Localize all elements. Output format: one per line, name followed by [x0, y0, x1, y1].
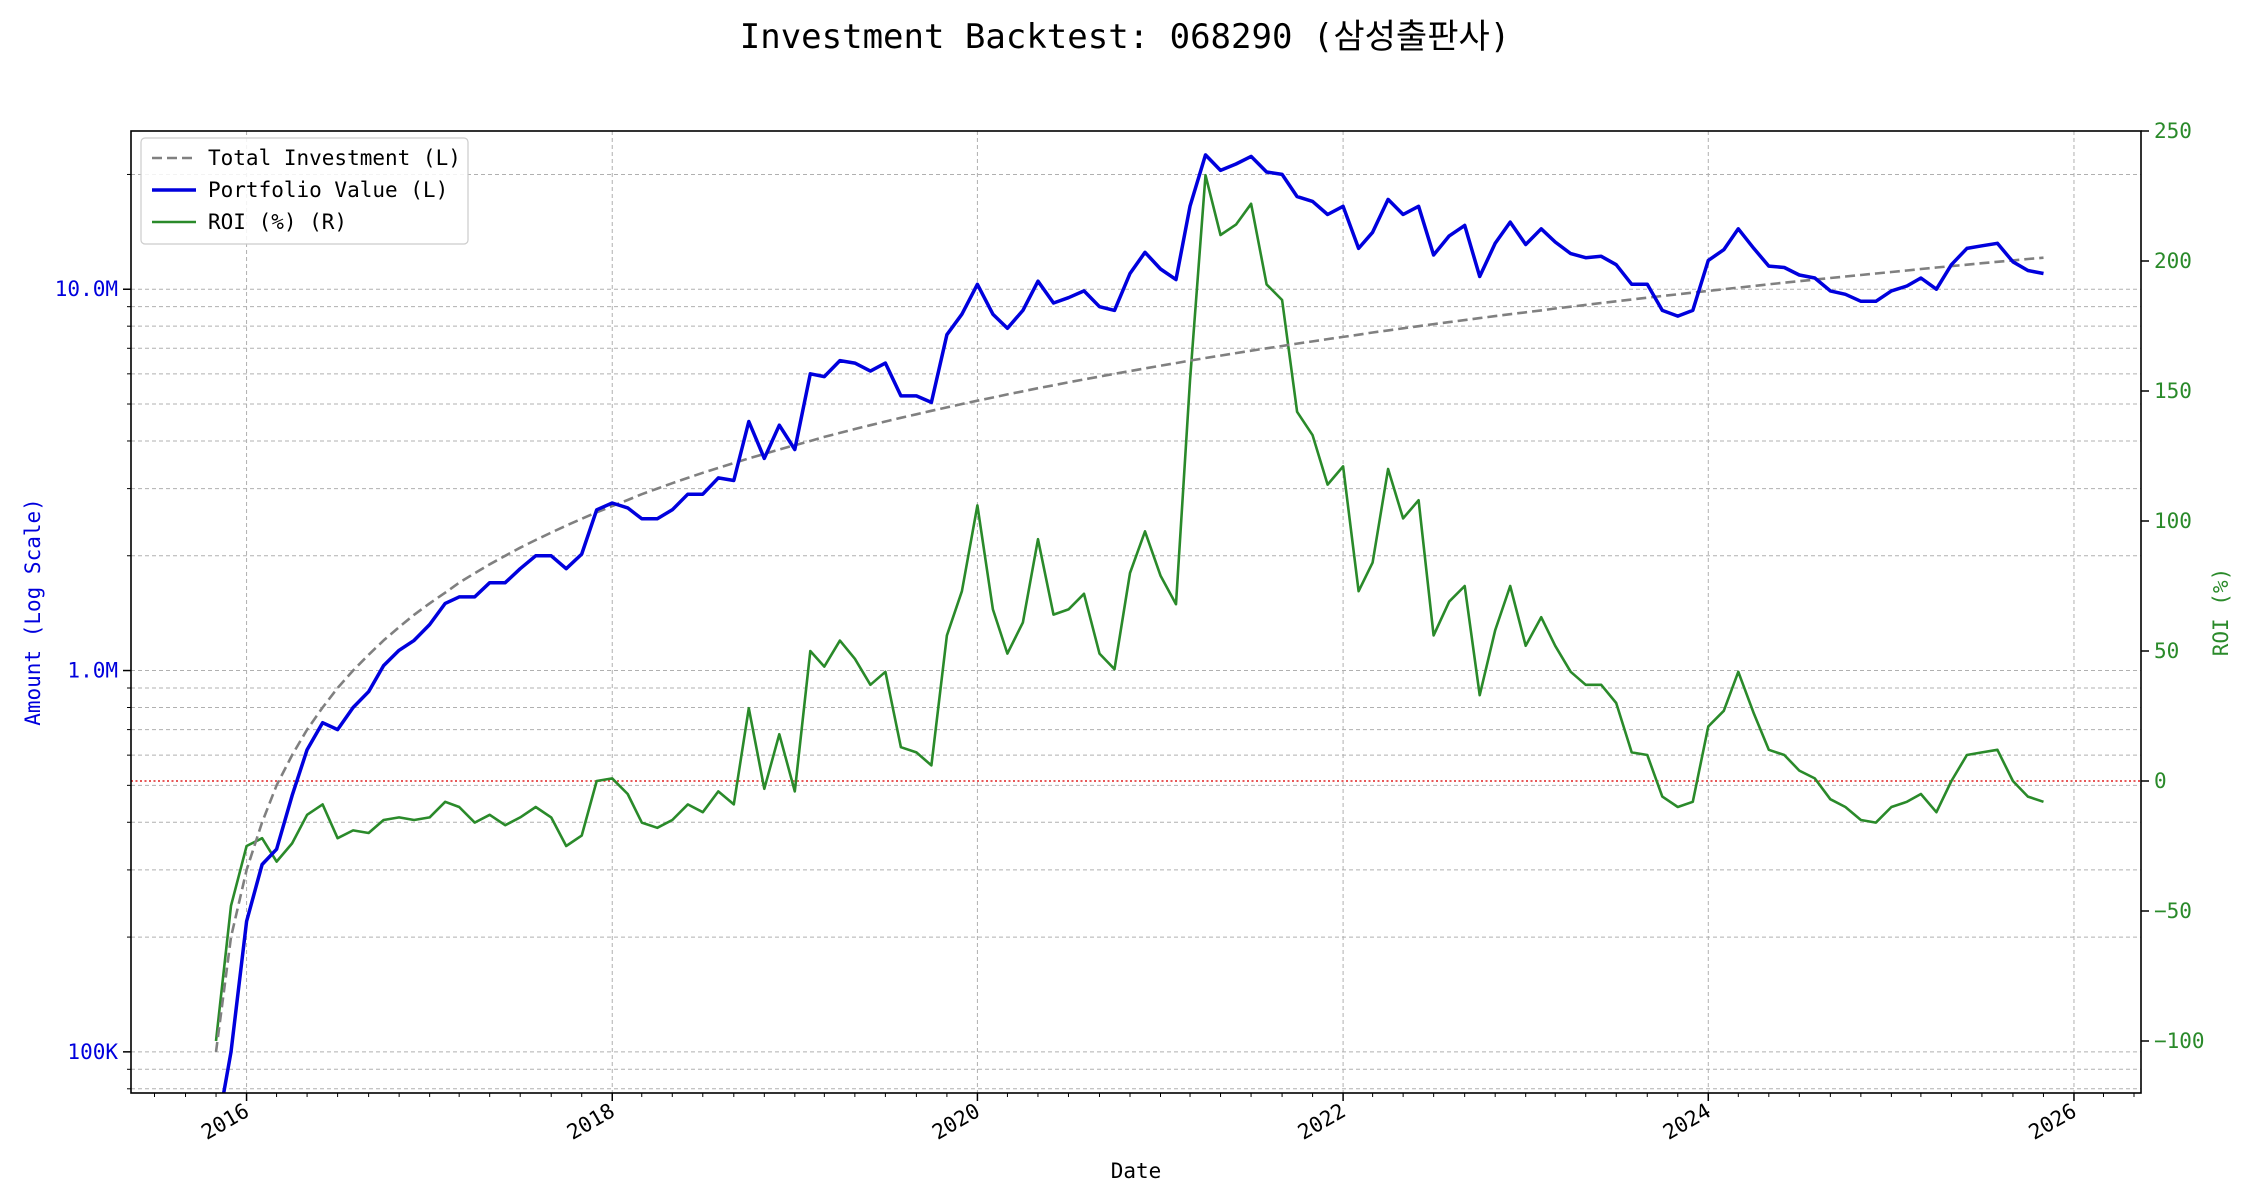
y-left-tick-label: 1.0M	[67, 659, 118, 683]
legend-label-total-investment: Total Investment (L)	[208, 146, 461, 170]
x-tick-label: 2024	[1659, 1099, 1715, 1145]
roi-line	[214, 173, 2044, 1042]
legend-label-portfolio-value: Portfolio Value (L)	[208, 178, 448, 202]
x-tick-label: 2016	[197, 1099, 253, 1145]
y-axis-left: 100K 1.0M 10.0M	[55, 173, 131, 1090]
y-axis-right: −100 −50 0 50 100 150 200 250	[2141, 119, 2205, 1053]
y-left-tick-label: 10.0M	[55, 277, 118, 301]
legend-box	[140, 137, 469, 245]
y-right-tick-label: 200	[2154, 249, 2192, 273]
chart-title: Investment Backtest: 068290 (삼성출판사)	[740, 17, 1511, 57]
y-right-tick-label: 150	[2154, 379, 2192, 403]
portfolio-value-line	[221, 153, 2044, 1093]
grid	[131, 131, 2141, 1093]
series-layer	[214, 153, 2044, 1093]
y-right-tick-label: 0	[2154, 769, 2167, 793]
x-tick-label: 2022	[1294, 1099, 1350, 1145]
x-tick-label: 2018	[563, 1099, 619, 1145]
y-right-tick-label: 100	[2154, 509, 2192, 533]
legend: Total Investment (L) Portfolio Value (L)…	[140, 137, 469, 245]
plot-frame	[130, 130, 2142, 1094]
x-axis-label: Date	[1111, 1159, 1162, 1183]
x-tick-label: 2020	[928, 1099, 984, 1145]
legend-label-roi: ROI (%) (R)	[208, 210, 347, 234]
y-right-tick-label: −100	[2154, 1029, 2205, 1053]
y-left-tick-label: 100K	[67, 1040, 118, 1064]
total-investment-line	[214, 256, 2044, 1053]
y-right-tick-label: −50	[2154, 899, 2192, 923]
y-axis-left-label: Amount (Log Scale)	[21, 498, 45, 726]
y-axis-right-label: ROI (%)	[2209, 568, 2233, 657]
x-axis: 2016 2018 2020 2022 2024 2026	[154, 1093, 2135, 1145]
x-tick-label: 2026	[2025, 1099, 2081, 1145]
y-right-tick-label: 250	[2154, 119, 2192, 143]
y-right-tick-label: 50	[2154, 639, 2179, 663]
